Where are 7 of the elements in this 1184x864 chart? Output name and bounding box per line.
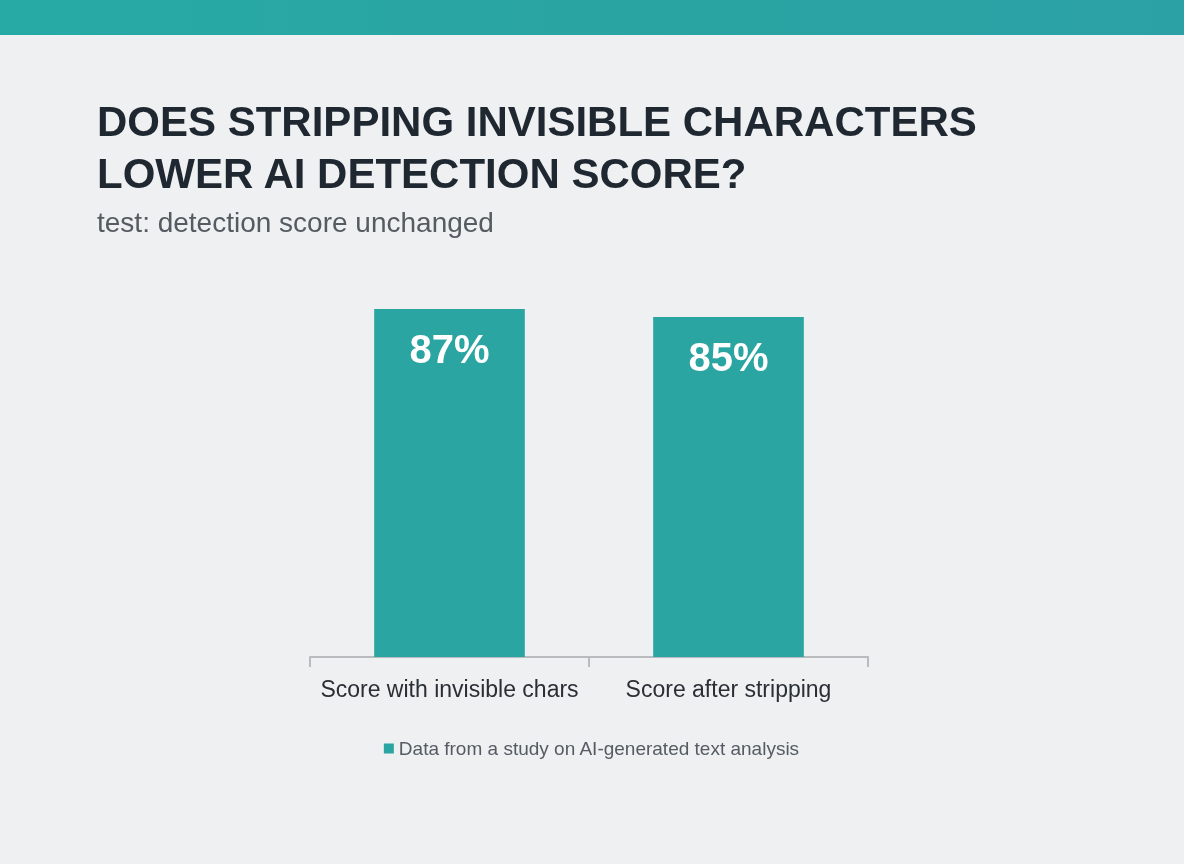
- legend-label: Data from a study on AI-generated text analysis: [398, 738, 800, 759]
- data-label: 85%: [688, 335, 769, 379]
- chart-title: DOES STRIPPING INVISIBLE CHARACTERS LOWER AI DETECTION SCORE?: [97, 97, 989, 197]
- x-tick-label: Score with invisible chars: [320, 675, 579, 702]
- data-label: 87%: [409, 327, 490, 371]
- chart-subtitle: test: detection score unchanged: [97, 206, 494, 238]
- x-tick-label: Score after stripping: [625, 675, 832, 702]
